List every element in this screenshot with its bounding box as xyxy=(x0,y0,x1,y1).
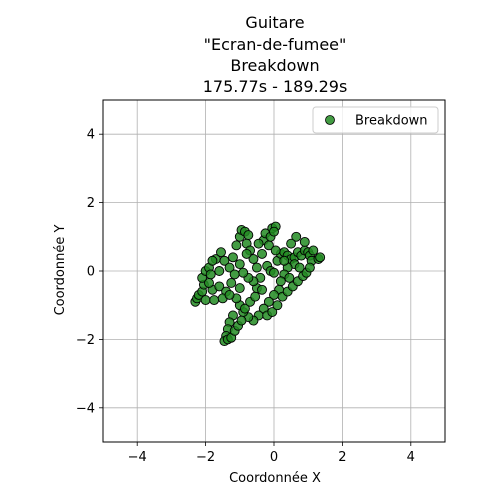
scatter-point xyxy=(251,262,262,273)
scatter-point xyxy=(253,238,264,249)
x-tick-label: 4 xyxy=(407,450,415,465)
scatter-point xyxy=(269,267,279,278)
scatter-point xyxy=(236,315,247,326)
scatter-point xyxy=(250,291,261,302)
scatter-points xyxy=(190,221,326,347)
chart-title: Guitare "Ecran-de-fumee" Breakdown 175.7… xyxy=(203,13,348,96)
scatter-point xyxy=(229,269,240,280)
scatter-point xyxy=(299,236,310,247)
scatter-point xyxy=(234,283,245,294)
scatter-point xyxy=(219,255,230,266)
scatter-point xyxy=(214,281,225,292)
scatter-point xyxy=(228,252,238,263)
scatter-point xyxy=(304,262,315,273)
scatter-point xyxy=(200,295,211,306)
y-tick-label: 2 xyxy=(87,196,95,211)
scatter-point xyxy=(294,262,305,273)
scatter-point xyxy=(248,254,259,264)
scatter-point xyxy=(267,307,278,317)
scatter-point xyxy=(291,231,302,242)
scatter-point xyxy=(226,278,237,288)
axis-ticks: −4 −2 0 2 4 −4 −2 0 2 4 xyxy=(76,128,415,465)
x-tick-label: 2 xyxy=(338,450,346,465)
scatter-point xyxy=(214,266,225,276)
x-axis-label: Coordonnée X xyxy=(229,471,321,486)
y-axis-label: Coordonnée Y xyxy=(53,225,68,316)
chart-title-line-4: 175.77s - 189.29s xyxy=(203,77,348,96)
scatter-point xyxy=(257,248,267,259)
legend-label-breakdown: Breakdown xyxy=(355,114,428,129)
legend-box xyxy=(312,106,439,134)
scatter-point xyxy=(243,230,254,241)
scatter-point xyxy=(279,255,290,266)
scatter-point xyxy=(269,226,279,237)
scatter-point xyxy=(238,267,249,278)
scatter-point xyxy=(270,245,281,256)
legend: Breakdown xyxy=(312,106,439,134)
scatter-point xyxy=(315,252,326,263)
y-tick-label: 0 xyxy=(87,265,95,280)
chart-title-line-3: Breakdown xyxy=(230,56,319,75)
scatter-point xyxy=(284,272,295,283)
scatter-point xyxy=(234,259,245,270)
scatter-point xyxy=(286,238,297,249)
scatter-point xyxy=(308,245,319,256)
x-tick-label: 0 xyxy=(270,450,278,465)
scatter-point xyxy=(239,303,250,314)
scatter-point xyxy=(231,240,242,251)
scatter-point xyxy=(204,278,214,288)
grid-lines xyxy=(103,100,445,442)
legend-marker-breakdown xyxy=(325,115,335,125)
scatter-point xyxy=(241,248,252,259)
y-tick-label: 4 xyxy=(87,128,95,143)
scatter-point xyxy=(272,300,283,311)
chart-title-line-1: Guitare xyxy=(245,13,304,32)
scatter-point xyxy=(207,255,218,266)
scatter-point xyxy=(205,269,216,280)
scatter-point xyxy=(224,289,235,300)
scatter-point xyxy=(209,295,220,306)
scatter-point xyxy=(257,284,267,295)
chart-title-line-2: "Ecran-de-fumee" xyxy=(204,35,347,54)
scatter-point xyxy=(216,247,226,258)
x-tick-label: −2 xyxy=(196,450,215,465)
scatter-point xyxy=(224,262,235,273)
scatter-point xyxy=(263,296,274,307)
y-tick-label: −2 xyxy=(76,333,95,348)
y-tick-label: −4 xyxy=(76,401,95,416)
x-tick-label: −4 xyxy=(128,450,147,465)
scatter-point xyxy=(275,276,286,287)
